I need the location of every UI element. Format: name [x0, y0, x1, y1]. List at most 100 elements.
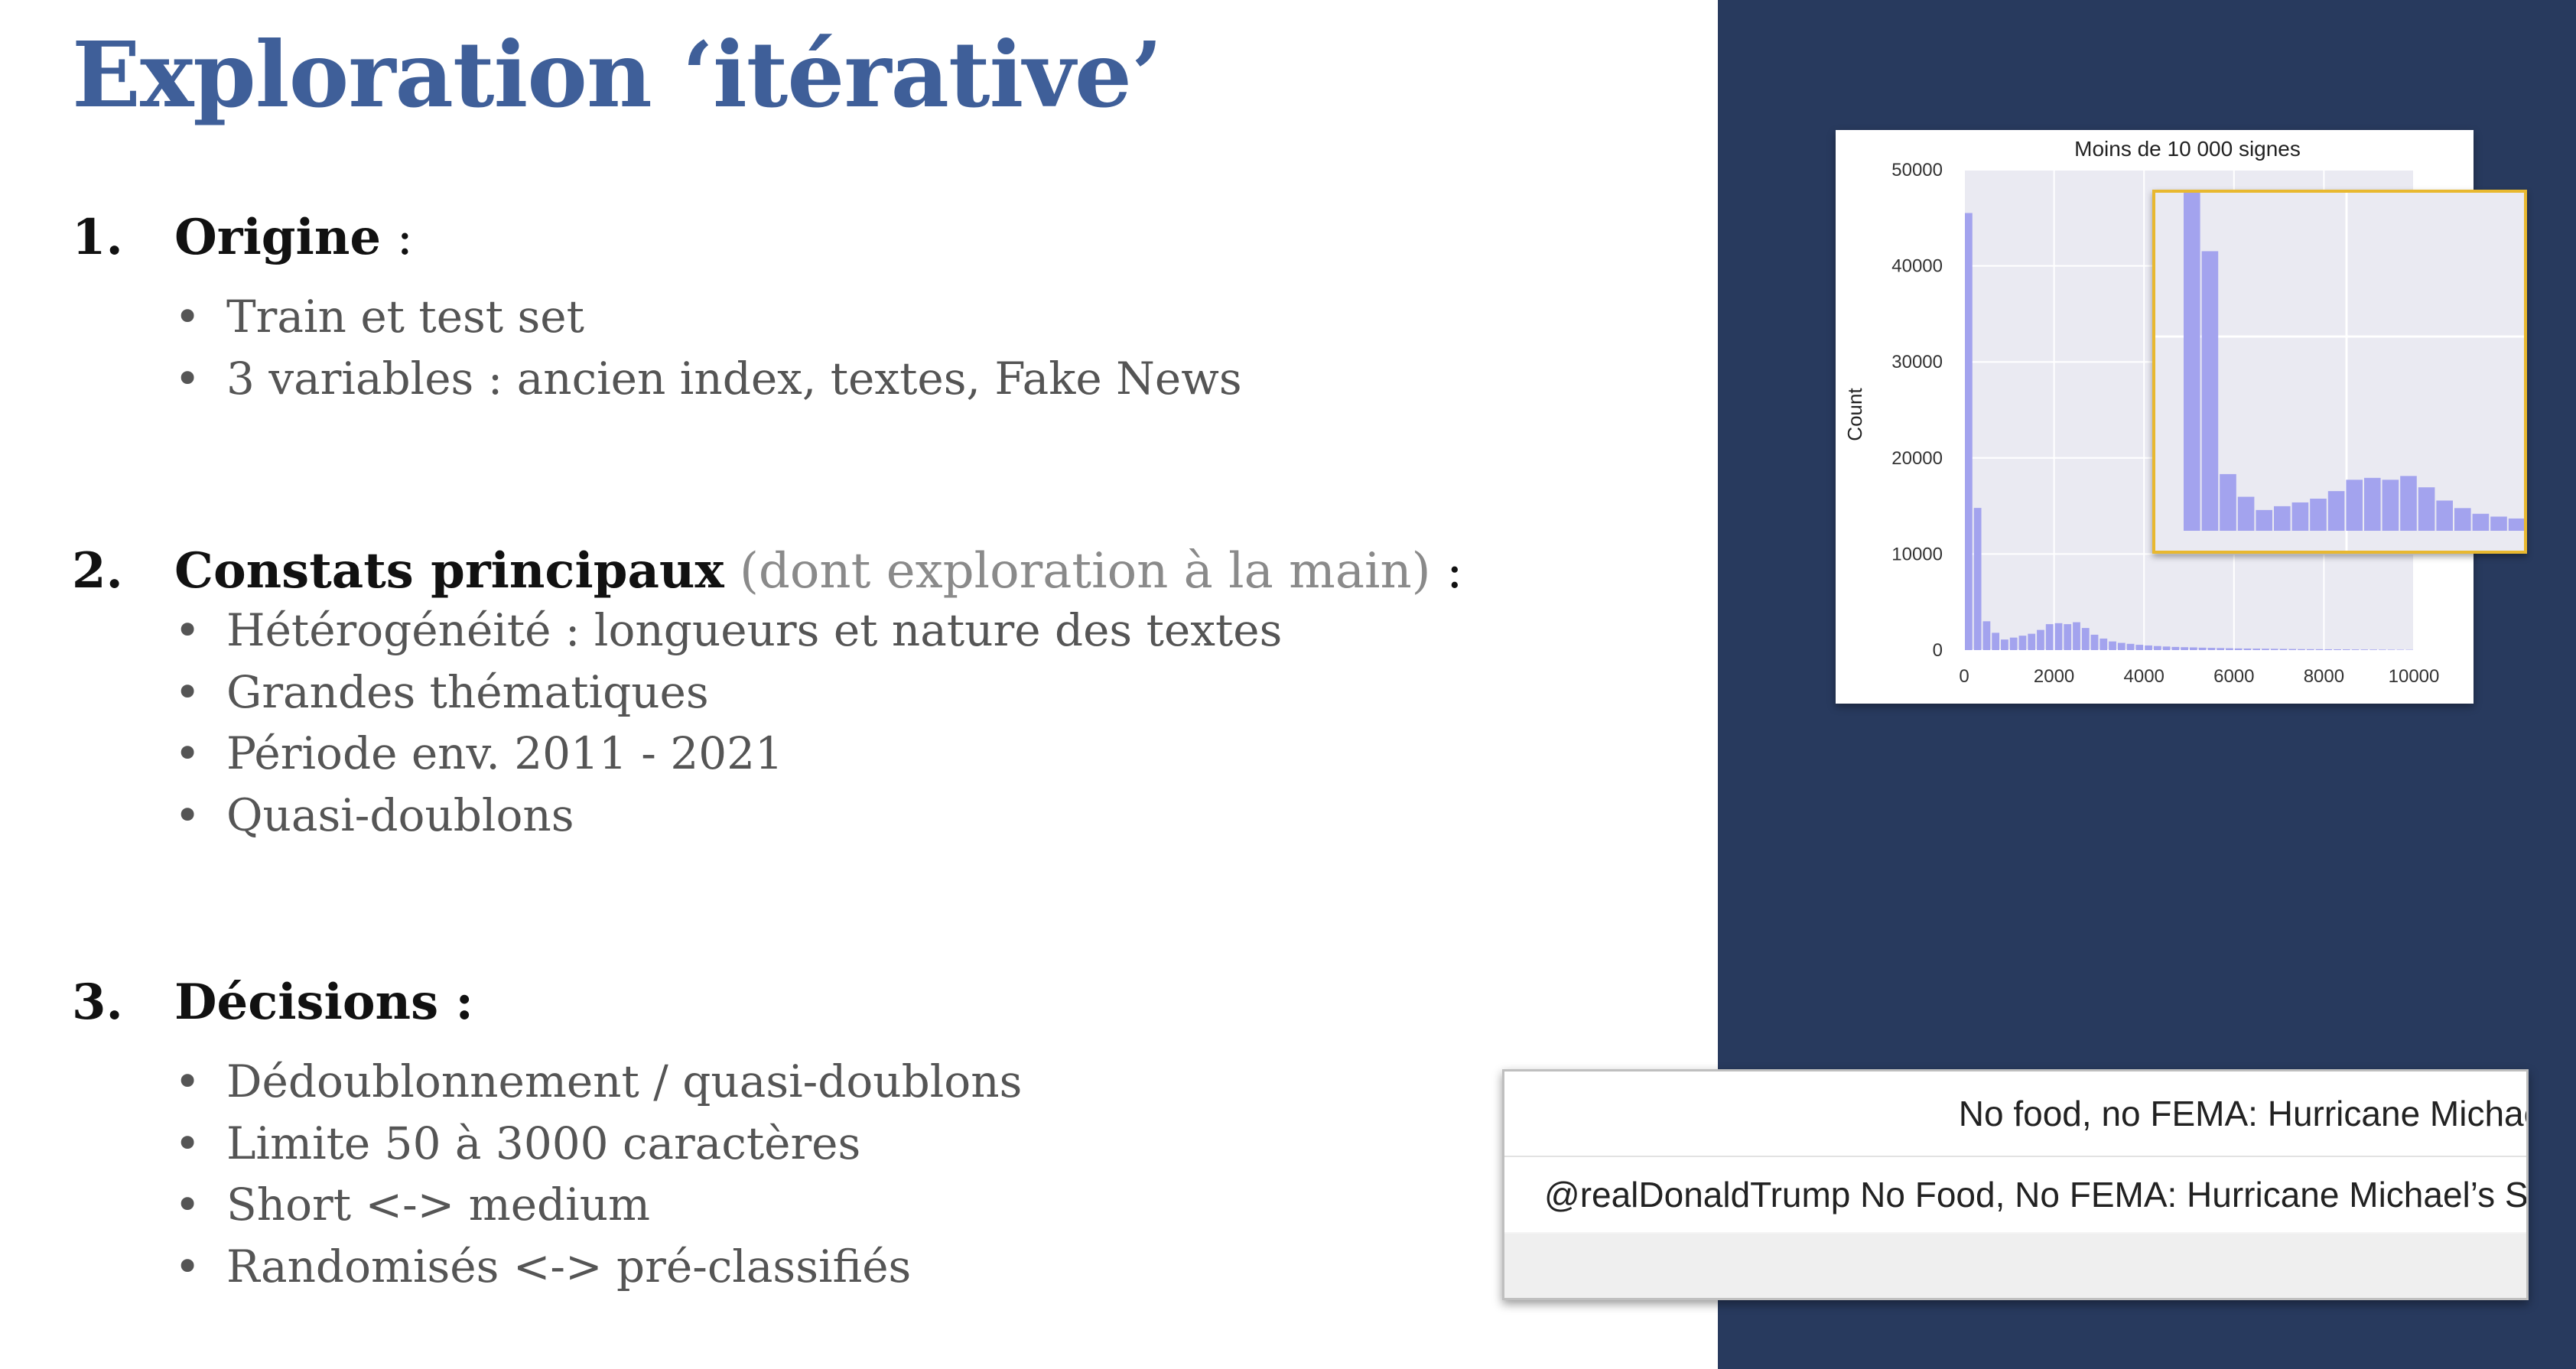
inset-bar [2454, 508, 2471, 531]
histogram-bar [2064, 624, 2072, 650]
histogram-bar [2171, 646, 2180, 650]
bullet-item: Période env. 2011 - 2021 [72, 723, 1463, 785]
section-origine: 1. Origine : Train et test set 3 variable… [72, 205, 1242, 409]
histogram-bar [2217, 648, 2225, 650]
histogram-bar [2100, 638, 2108, 650]
x-tick-label: 10000 [2389, 666, 2440, 687]
histogram-bar [2126, 643, 2135, 650]
histogram-bar [2334, 649, 2341, 650]
histogram-bar [1982, 621, 1991, 650]
tweet-row: No food, no FEMA: Hurricane Michael’s su… [1504, 1071, 2526, 1157]
section-suffix: : [1430, 543, 1463, 600]
histogram-bar [2001, 639, 2008, 650]
section-decisions: 3. Décisions : Dédoublonnement / quasi-do… [72, 970, 1022, 1297]
inset-bar [2256, 509, 2272, 531]
y-tick-label: 50000 [1891, 160, 1943, 180]
x-tick-label: 4000 [2124, 666, 2165, 687]
histogram-bar [2054, 623, 2063, 650]
histogram-bar [2135, 645, 2144, 650]
histogram-bar [2243, 648, 2252, 650]
inset-bar [2220, 473, 2236, 531]
histogram-bar [2090, 634, 2099, 650]
histogram-bar [1973, 508, 1982, 650]
inset-bar [2237, 496, 2255, 531]
bullet-list: Train et test set 3 variables : ancien i… [72, 286, 1242, 409]
histogram-bar [2037, 629, 2044, 650]
inset-bar [2382, 480, 2399, 531]
y-tick-label: 0 [1933, 640, 1943, 661]
bullet-item: Grandes thématiques [72, 662, 1463, 724]
inset-bar [2310, 499, 2327, 531]
bullet-item: Short <-> medium [72, 1174, 1022, 1236]
bullet-item: Train et test set [72, 286, 1242, 348]
histogram-bar [2073, 622, 2080, 650]
section-label: Constats principaux [174, 542, 724, 600]
inset-bar [2436, 500, 2453, 531]
bullet-item: Dédoublonnement / quasi-doublons [72, 1051, 1022, 1113]
histogram-bar [2181, 647, 2188, 650]
duplicate-example-card: No food, no FEMA: Hurricane Michael’s su… [1502, 1069, 2529, 1300]
section-label: Décisions : [174, 974, 473, 1031]
inset-bar [2364, 477, 2381, 531]
histogram-bar [2288, 649, 2297, 650]
bullet-list: Hétérogénéité : longueurs et nature des … [72, 600, 1463, 846]
y-axis-label: Count [1843, 388, 1866, 441]
section-number: 1. [72, 209, 123, 266]
inset-bar [2274, 506, 2291, 531]
inset-bar [2490, 516, 2507, 531]
section-label: Origine [174, 209, 382, 266]
histogram-bar [2009, 637, 2018, 650]
section-aside: (dont exploration à la main) [724, 543, 1431, 600]
inset-bar [2291, 502, 2309, 531]
histogram-bar [2028, 633, 2036, 650]
slide-title: Exploration ‘itérative’ [72, 21, 1163, 128]
histogram-bar [2369, 649, 2377, 650]
inset-bar [2201, 251, 2219, 531]
histogram-bar [2396, 649, 2405, 650]
histogram-bar [2153, 645, 2161, 650]
y-tick-label: 10000 [1891, 544, 1943, 564]
histogram-bar [2378, 649, 2386, 650]
inset-bar [2184, 193, 2200, 531]
bullet-item: 3 variables : ancien index, textes, Fake… [72, 348, 1242, 410]
inset-bar [2327, 491, 2345, 531]
y-tick-label: 40000 [1891, 256, 1943, 277]
histogram-bar [2207, 648, 2216, 650]
histogram-bar [2145, 645, 2152, 650]
histogram-bar [2234, 648, 2243, 650]
histogram-bar [2198, 647, 2207, 650]
section-number: 3. [72, 974, 123, 1031]
histogram-bar [2324, 649, 2333, 650]
x-tick-label: 0 [1959, 666, 1969, 687]
histogram-bar [2387, 649, 2395, 650]
bullet-item: Randomisés <-> pré-classifiés [72, 1236, 1022, 1298]
section-suffix: : [381, 210, 413, 266]
histogram-bar [2252, 649, 2261, 650]
histogram-bar [2360, 649, 2369, 650]
section-heading: 1. Origine : [72, 205, 1242, 271]
section-heading: 3. Décisions : [72, 970, 1022, 1036]
x-tick-label: 8000 [2304, 666, 2344, 687]
histogram-bar [2262, 649, 2269, 650]
tweet-text: @realDonaldTrump No Food, No FEMA: Hurri… [1544, 1175, 2526, 1215]
x-tick-label: 2000 [2034, 666, 2074, 687]
histogram-bar [2342, 649, 2350, 650]
tweet-row: @realDonaldTrump No Food, No FEMA: Hurri… [1504, 1157, 2526, 1232]
bullet-list: Dédoublonnement / quasi-doublons Limite … [72, 1051, 1022, 1297]
bullet-item: Hétérogénéité : longueurs et nature des … [72, 600, 1463, 662]
inset-svg [2155, 193, 2524, 551]
section-heading: 2. Constats principaux (dont exploration … [72, 538, 1463, 604]
inset-bar [2508, 518, 2524, 531]
bullet-item: Quasi-doublons [72, 785, 1463, 847]
x-tick-label: 6000 [2213, 666, 2254, 687]
histogram-bar [2018, 636, 2027, 650]
inset-bar [2346, 480, 2363, 531]
section-number: 2. [72, 542, 123, 600]
histogram-bar [2226, 648, 2233, 650]
histogram-bar [2109, 641, 2116, 650]
histogram-bar [2306, 649, 2314, 650]
y-tick-label: 20000 [1891, 448, 1943, 469]
bullet-item: Limite 50 à 3000 caractères [72, 1113, 1022, 1175]
histogram-bar [2045, 624, 2054, 650]
histogram-bar [2315, 649, 2324, 650]
